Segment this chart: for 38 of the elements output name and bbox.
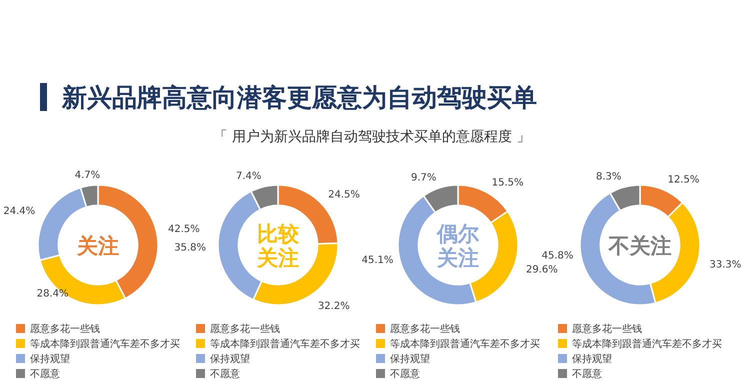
- legend-label: 等成本降到跟普通汽车差不多才买: [572, 338, 722, 350]
- legend-label: 愿意多花一些钱: [390, 323, 460, 335]
- legend-label: 保持观望: [30, 353, 70, 365]
- legend-label: 愿意多花一些钱: [210, 323, 280, 335]
- data-label: 28.4%: [36, 288, 69, 300]
- data-label: 45.8%: [542, 250, 574, 262]
- text: 比较关注: [256, 222, 300, 270]
- legend-label: 保持观望: [390, 353, 430, 365]
- legend-label: 不愿意: [30, 368, 60, 380]
- data-label: 45.1%: [362, 254, 394, 266]
- data-label: 42.5%: [168, 224, 200, 236]
- legend-label: 愿意多花一些钱: [30, 323, 100, 335]
- data-label: 8.3%: [596, 171, 622, 182]
- data-label: 32.2%: [318, 300, 350, 312]
- legend-label: 保持观望: [572, 353, 612, 365]
- data-label: 12.5%: [668, 174, 700, 186]
- legend-label: 保持观望: [210, 353, 250, 365]
- data-label: 24.5%: [328, 189, 360, 200]
- legend-label: 不愿意: [210, 368, 240, 380]
- text: 偶尔关注: [436, 222, 480, 270]
- text: 「 用户为新兴品牌自动驾驶技术买单的意愿程度 」: [214, 129, 530, 145]
- legend-label: 等成本降到跟普通汽车差不多才买: [30, 338, 180, 350]
- data-label: 29.6%: [526, 264, 558, 276]
- legend-label: 愿意多花一些钱: [572, 323, 642, 335]
- text: 不关注: [608, 234, 672, 258]
- data-label: 15.5%: [492, 177, 524, 188]
- legend-label: 不愿意: [390, 368, 420, 380]
- legend-label: 不愿意: [572, 368, 602, 380]
- data-label: 9.7%: [410, 172, 436, 184]
- data-label: 33.3%: [710, 260, 742, 271]
- data-label: 7.4%: [236, 170, 262, 182]
- data-label: 35.8%: [174, 242, 206, 254]
- data-label: 24.4%: [3, 206, 36, 217]
- legend-label: 等成本降到跟普通汽车差不多才买: [390, 338, 540, 350]
- data-label: 4.7%: [74, 170, 100, 181]
- text: 新兴品牌高意向潜客更愿意为自动驾驶买单: [61, 83, 537, 112]
- text: 关注: [76, 234, 119, 258]
- legend-label: 等成本降到跟普通汽车差不多才买: [210, 338, 360, 350]
